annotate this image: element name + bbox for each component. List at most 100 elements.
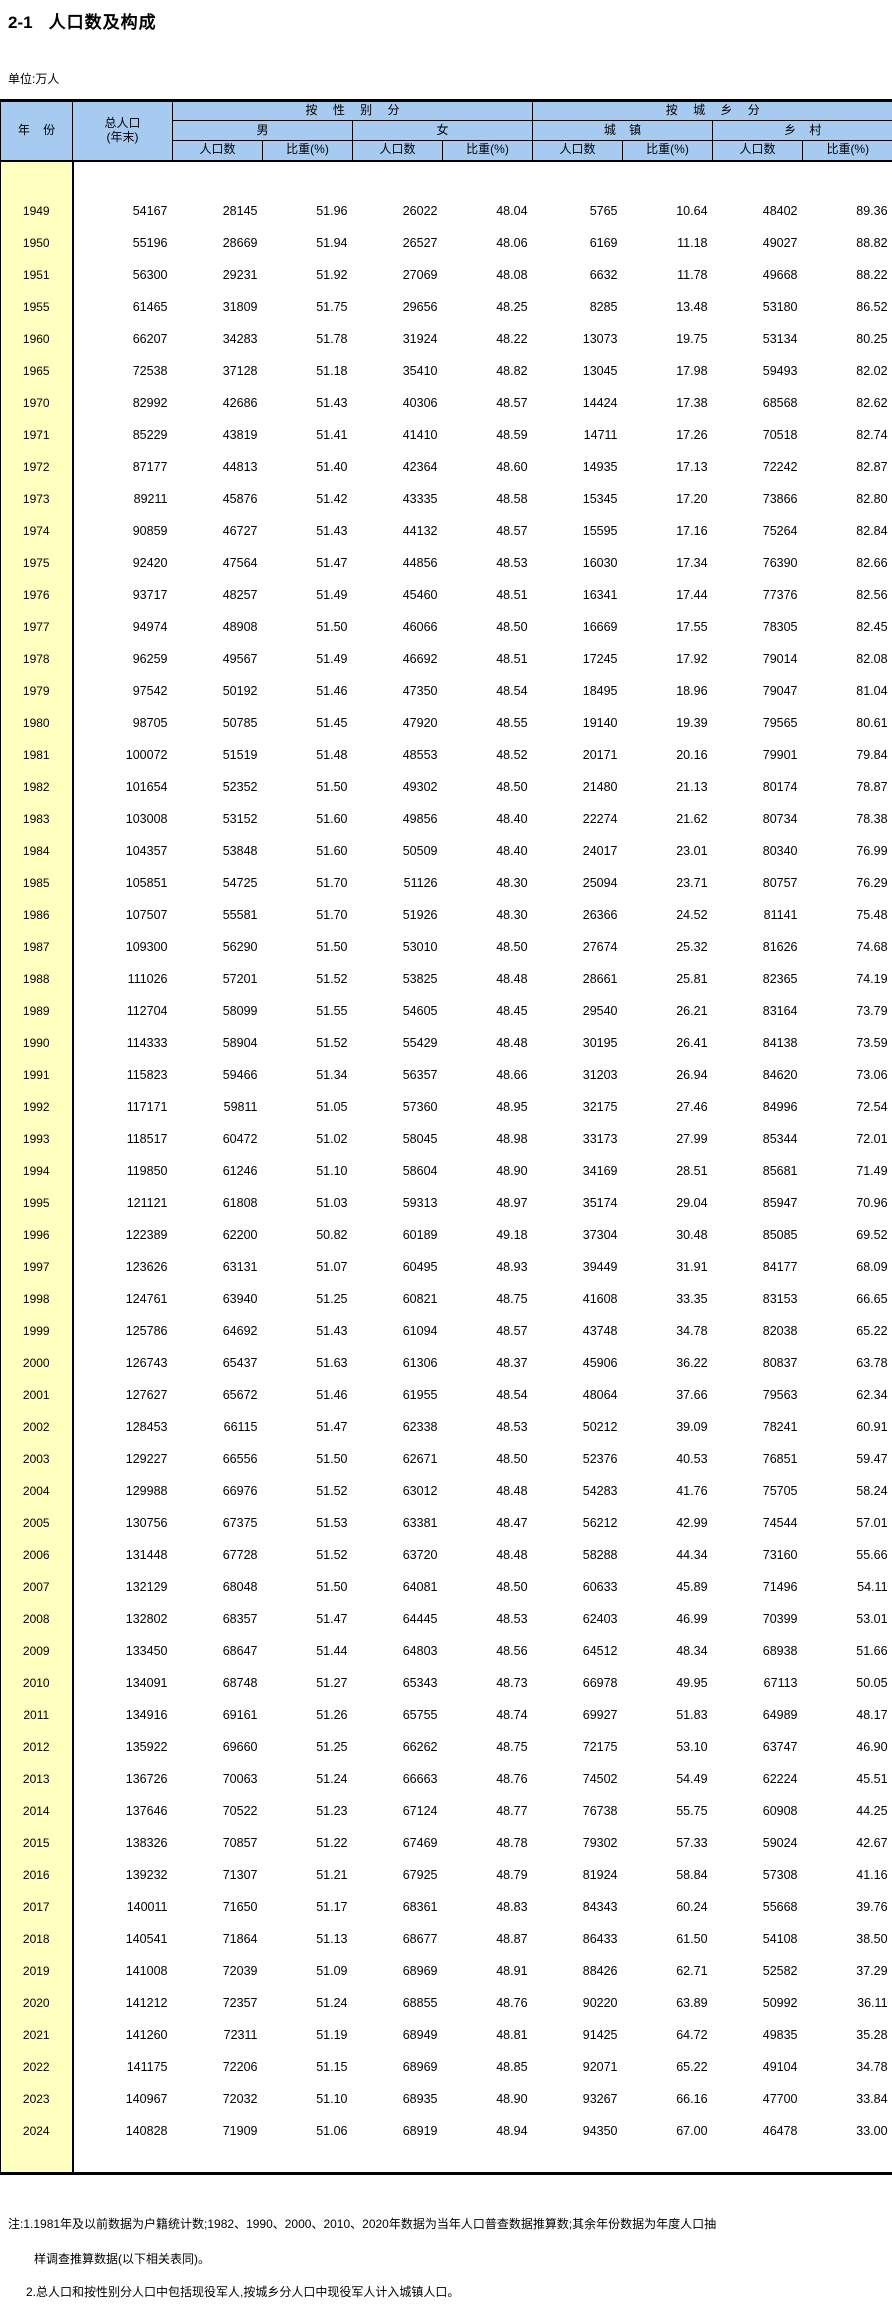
rural-population-cell: 49835	[712, 2018, 803, 2051]
urban-share-cell: 46.99	[622, 1602, 713, 1635]
urban-header: 城 镇	[532, 120, 714, 141]
urban-population-cell: 15345	[532, 482, 623, 515]
female-population-cell: 58604	[352, 1154, 443, 1187]
urban-population-cell: 62403	[532, 1602, 623, 1635]
male-share-cell: 51.44	[262, 1634, 353, 1667]
male-share-cell: 51.92	[262, 258, 353, 291]
rural-population-cell: 52582	[712, 1954, 803, 1987]
female-share-cell: 48.58	[442, 482, 533, 515]
urban-population-cell: 16669	[532, 610, 623, 643]
rural-share-cell: 63.78	[802, 1346, 892, 1379]
male-population-cell: 31809	[172, 290, 263, 323]
urban-share-cell: 54.49	[622, 1762, 713, 1795]
male-share-cell: 51.07	[262, 1250, 353, 1283]
rural-population-cell: 84138	[712, 1026, 803, 1059]
female-population-cell: 61306	[352, 1346, 443, 1379]
year-cell: 1972	[0, 450, 74, 483]
female-population-cell: 59313	[352, 1186, 443, 1219]
female-population-cell: 48553	[352, 738, 443, 771]
female-population-cell: 29656	[352, 290, 443, 323]
male-share-cell: 51.47	[262, 1602, 353, 1635]
table-row: 2017 140011 71650 51.17 68361 48.83 84343 60.24…	[0, 1890, 892, 1923]
rural-population-cell: 84996	[712, 1090, 803, 1123]
female-population-cell: 64445	[352, 1602, 443, 1635]
total-population-cell: 117171	[72, 1090, 173, 1123]
urban-population-cell: 19140	[532, 706, 623, 739]
male-population-cell: 45876	[172, 482, 263, 515]
rural-share-cell: 58.24	[802, 1474, 892, 1507]
total-population-cell: 107507	[72, 898, 173, 931]
male-share-cell: 51.49	[262, 642, 353, 675]
year-cell: 2012	[0, 1730, 74, 1763]
table-row: 1976 93717 48257 51.49 45460 48.51 16341 17.44 7…	[0, 578, 892, 611]
urban-share-cell: 41.76	[622, 1474, 713, 1507]
female-population-cell: 60189	[352, 1218, 443, 1251]
total-population-cell: 114333	[72, 1026, 173, 1059]
urban-population-cell: 8285	[532, 290, 623, 323]
year-cell: 2005	[0, 1506, 74, 1539]
rural-population-cell: 60908	[712, 1794, 803, 1827]
urban-population-cell: 26366	[532, 898, 623, 931]
urban-population-cell: 27674	[532, 930, 623, 963]
urban-share-cell: 17.26	[622, 418, 713, 451]
rural-share-cell: 72.54	[802, 1090, 892, 1123]
urban-population-cell: 6632	[532, 258, 623, 291]
male-population-cell: 71909	[172, 2114, 263, 2147]
rural-population-cell: 70399	[712, 1602, 803, 1635]
male-population-cell: 61246	[172, 1154, 263, 1187]
rural-population-cell: 59493	[712, 354, 803, 387]
rural-population-cell: 53180	[712, 290, 803, 323]
male-population-cell: 70522	[172, 1794, 263, 1827]
urban-population-cell: 66978	[532, 1666, 623, 1699]
table-row: 1980 98705 50785 51.45 47920 48.55 19140 19.39 7…	[0, 706, 892, 739]
urban-share-cell: 19.75	[622, 322, 713, 355]
total-population-cell: 100072	[72, 738, 173, 771]
male-share-cell: 51.09	[262, 1954, 353, 1987]
male-population-cell: 56290	[172, 930, 263, 963]
urban-population-cell: 64512	[532, 1634, 623, 1667]
year-cell: 2022	[0, 2050, 74, 2083]
female-share-cell: 48.83	[442, 1890, 533, 1923]
female-share-cell: 48.06	[442, 226, 533, 259]
urban-population-cell: 79302	[532, 1826, 623, 1859]
female-population-cell: 57360	[352, 1090, 443, 1123]
male-population-cell: 70063	[172, 1762, 263, 1795]
year-cell: 1980	[0, 706, 74, 739]
rural-share-cell: 70.96	[802, 1186, 892, 1219]
rural-population-cell: 63747	[712, 1730, 803, 1763]
female-share-cell: 48.66	[442, 1058, 533, 1091]
urban-population-cell: 13045	[532, 354, 623, 387]
rural-share-cell: 41.16	[802, 1858, 892, 1891]
male-population-cell: 72032	[172, 2082, 263, 2115]
year-cell: 1987	[0, 930, 74, 963]
male-population-cell: 60472	[172, 1122, 263, 1155]
footnote-line-1: 注:1.1981年及以前数据为户籍统计数;1982、1990、2000、2010…	[8, 2217, 717, 2231]
year-cell: 1982	[0, 770, 74, 803]
female-share-cell: 48.48	[442, 1538, 533, 1571]
rural-population-cell: 78305	[712, 610, 803, 643]
table-row: 1974 90859 46727 51.43 44132 48.57 15595 17.16 7…	[0, 514, 892, 547]
female-population-cell: 68949	[352, 2018, 443, 2051]
female-population-cell: 65343	[352, 1666, 443, 1699]
female-population-cell: 44132	[352, 514, 443, 547]
total-population-cell: 140011	[72, 1890, 173, 1923]
year-cell: 2001	[0, 1378, 74, 1411]
male-population-cell: 66976	[172, 1474, 263, 1507]
urban-share-cell: 17.44	[622, 578, 713, 611]
female-population-cell: 67469	[352, 1826, 443, 1859]
female-share-cell: 48.87	[442, 1922, 533, 1955]
female-population-cell: 60821	[352, 1282, 443, 1315]
rural-share-cell: 73.79	[802, 994, 892, 1027]
table-row: 2010 134091 68748 51.27 65343 48.73 66978 49.95…	[0, 1666, 892, 1699]
male-share-cell: 51.05	[262, 1090, 353, 1123]
urban-population-cell: 88426	[532, 1954, 623, 1987]
female-share-cell: 48.75	[442, 1282, 533, 1315]
male-population-cell: 69161	[172, 1698, 263, 1731]
female-population-cell: 41410	[352, 418, 443, 451]
table-row: 1986 107507 55581 51.70 51926 48.30 26366 24.52…	[0, 898, 892, 931]
male-population-cell: 72206	[172, 2050, 263, 2083]
year-cell: 1974	[0, 514, 74, 547]
total-population-cell: 134916	[72, 1698, 173, 1731]
year-cell: 1960	[0, 322, 74, 355]
male-share-header: 比重(%)	[262, 140, 353, 161]
